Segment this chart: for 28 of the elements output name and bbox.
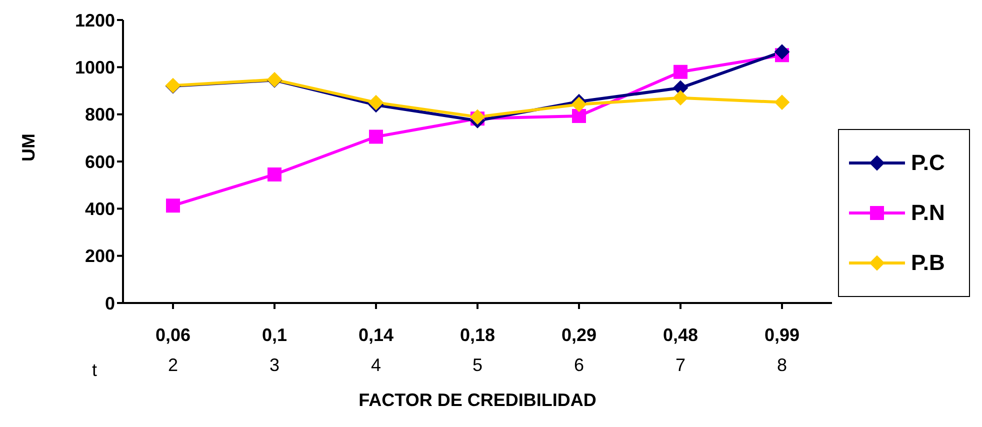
point	[674, 64, 688, 79]
point	[774, 94, 790, 110]
x-tick-label: 0,1 3	[262, 325, 288, 375]
legend-label: P.N	[911, 200, 945, 226]
point	[369, 130, 383, 144]
x-tick-label: 0,48 7	[662, 325, 698, 375]
legend-label: P.C	[911, 150, 945, 176]
point	[268, 167, 282, 182]
x-tick-label: 0,29 6	[561, 325, 597, 375]
y-tick-label: 1000	[74, 58, 115, 78]
text: t	[92, 360, 98, 381]
y-tick-label: 600	[84, 152, 115, 172]
x-tick-label: 0,18 5	[460, 325, 496, 375]
x-axis-title: FACTOR DE CREDIBILIDAD	[358, 390, 596, 410]
point	[166, 198, 180, 213]
x-tick-label: 0,14 4	[358, 325, 394, 375]
legend-label: P.B	[911, 250, 945, 276]
y-tick-label: 400	[84, 199, 115, 220]
y-tick-label: 200	[84, 246, 115, 266]
x-tick-label: 0,99 8	[764, 325, 800, 375]
point	[572, 108, 586, 123]
y-tick-label: 1200	[74, 10, 115, 30]
y-axis-title: UM	[18, 134, 38, 162]
x-tick-label: 0,06 2	[155, 325, 191, 375]
point	[673, 90, 688, 106]
y-tick-label: 0	[104, 293, 115, 314]
point	[774, 44, 790, 60]
y-tick-label: 800	[84, 104, 115, 125]
